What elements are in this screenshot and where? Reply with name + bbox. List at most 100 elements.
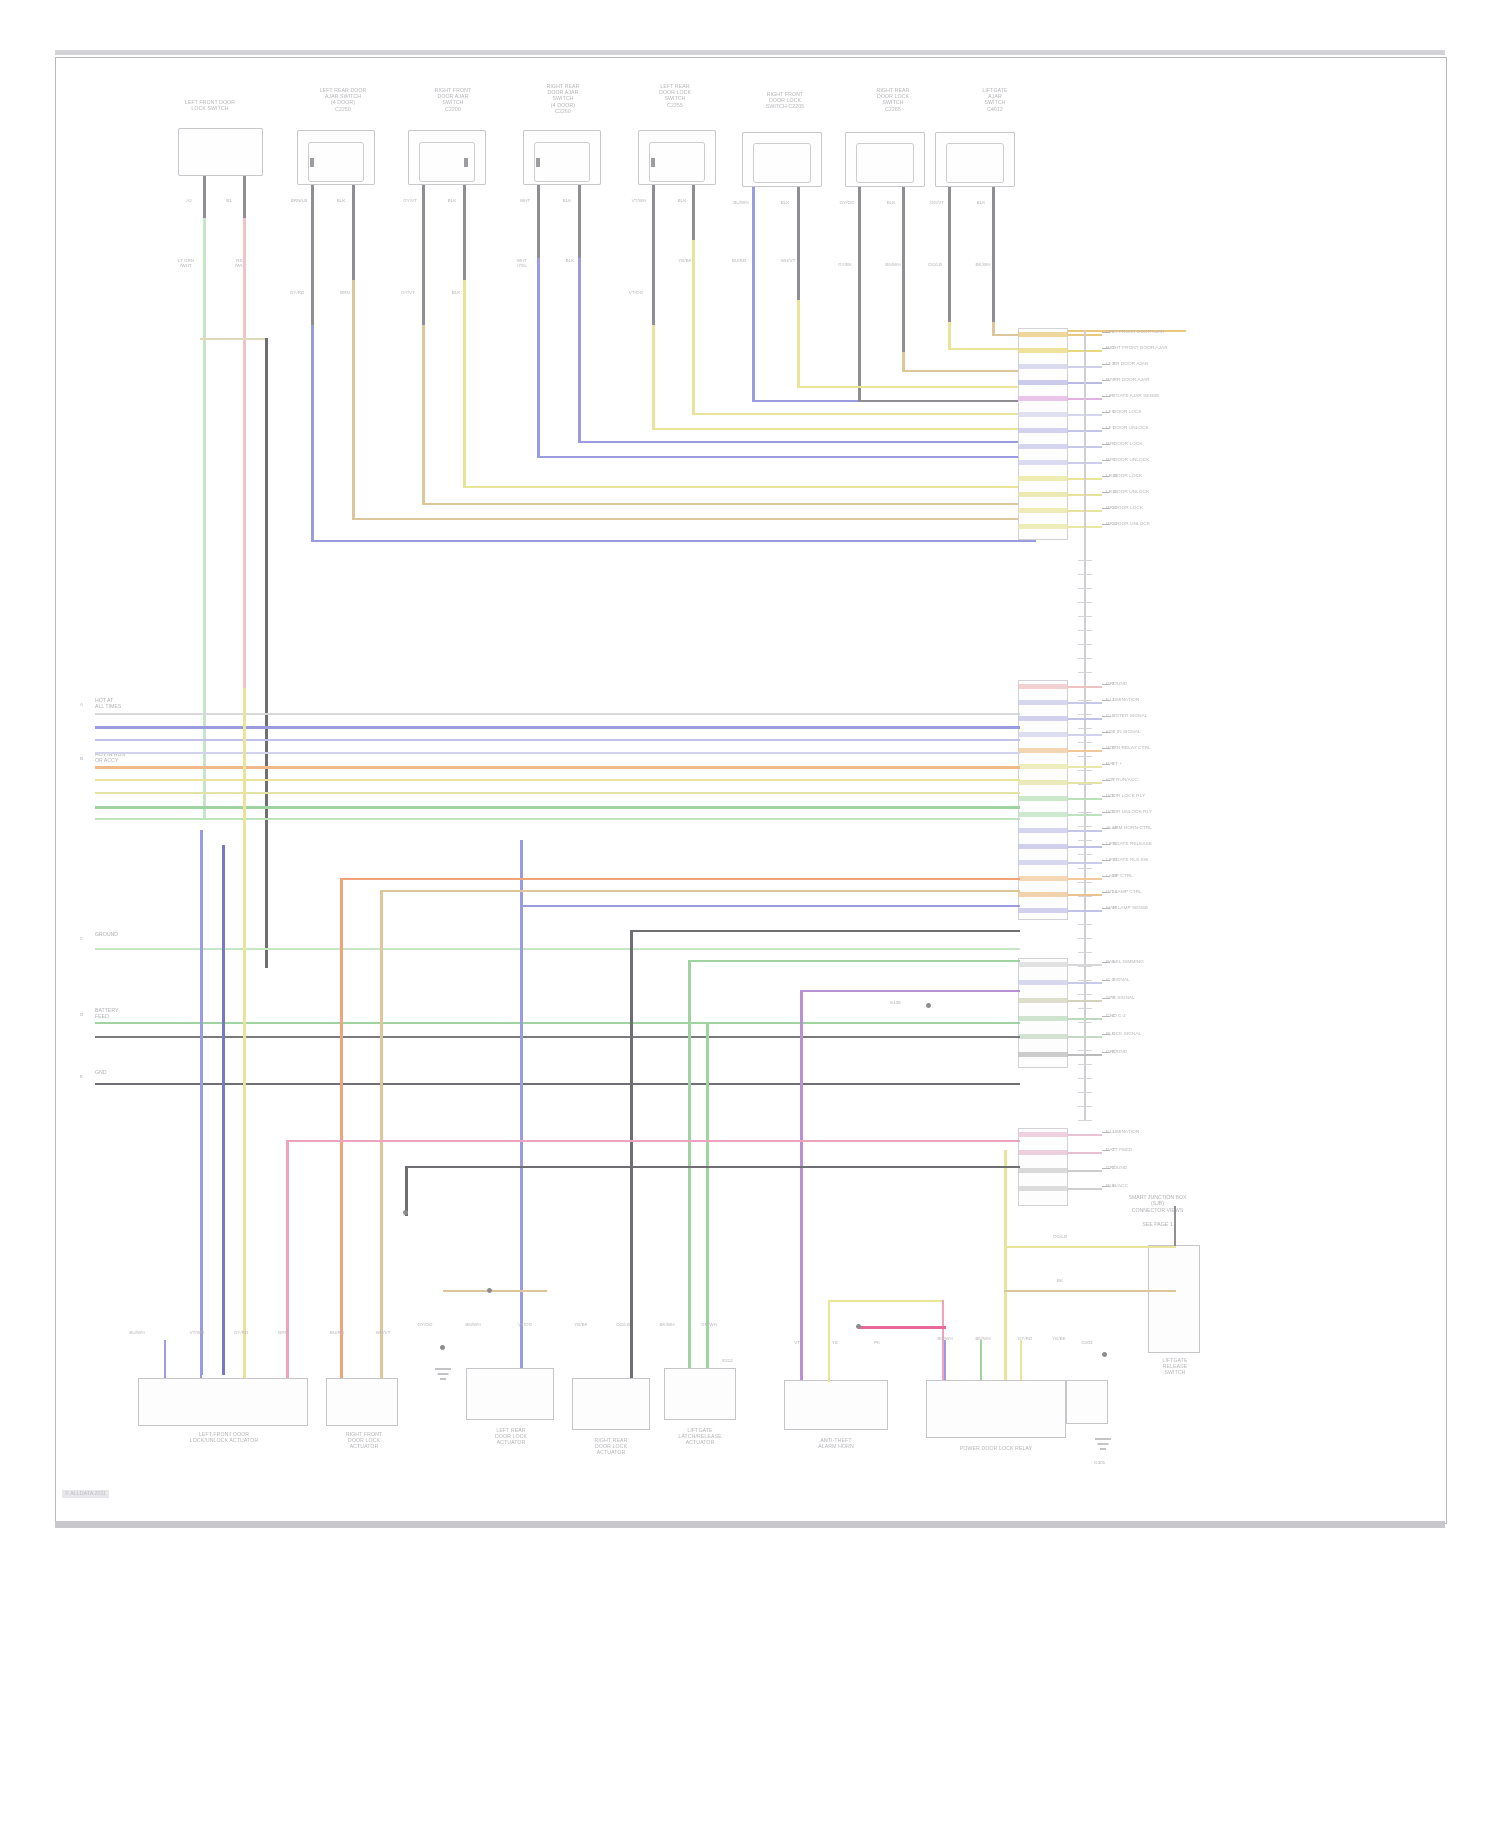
pin-label-c5-b: BLK <box>677 198 687 203</box>
pin-function-label: RF DOOR LOCK <box>1106 442 1143 447</box>
pin-label-c3-a: GY/VT <box>403 198 417 203</box>
pin-number: 13 <box>1112 522 1118 527</box>
pin-number: 3 <box>1112 362 1115 367</box>
page-top-strip <box>55 50 1445 55</box>
pin-function-label: BLOCK SIGNAL <box>1106 1032 1142 1037</box>
pin-function-label: GND C-2 <box>1106 1014 1126 1019</box>
pin-tick <box>1102 1149 1110 1152</box>
wire-c6-a <box>752 187 755 402</box>
riser-3 <box>243 688 246 1378</box>
pin-number: 13 <box>1112 874 1118 879</box>
pin-function-label: ILLUMINATION <box>1106 1130 1140 1135</box>
bottom-module-2[interactable] <box>326 1378 398 1426</box>
pin-band <box>1018 380 1068 385</box>
left-source-label: GND <box>95 1070 107 1076</box>
pin-function-label: SPD SIGNAL <box>1106 996 1135 1001</box>
connector-c1 <box>178 128 263 176</box>
bottom-module-4-pin-a: YE/BK <box>574 1322 588 1327</box>
right-module-label: LIFTGATE RELEASE SWITCH <box>1162 1358 1188 1377</box>
bottom-module-1[interactable] <box>138 1378 308 1426</box>
pin-number: 1 <box>1112 1130 1115 1135</box>
pin-lead <box>1068 685 1102 688</box>
pin-label-c2-d: BRN <box>340 290 350 295</box>
bottom-module-7-pin-c: GY/RD <box>1017 1336 1033 1341</box>
bottom-module-3[interactable] <box>466 1368 554 1420</box>
pin-number: 12 <box>1112 858 1118 863</box>
bottom-module-5[interactable] <box>664 1368 736 1420</box>
run-c3-b-h <box>463 486 1036 489</box>
sjb-connector-d[interactable] <box>1018 1128 1068 1206</box>
bus-11 <box>95 1022 1020 1025</box>
pin-number: 1 <box>1112 330 1115 335</box>
pin-tick <box>1102 699 1110 702</box>
bottom-module-1-label: LEFT FRONT DOOR LOCK/UNLOCK ACTUATOR <box>189 1432 259 1445</box>
pin-tick <box>1102 779 1110 782</box>
bus-1 <box>95 713 1020 716</box>
pin-function-label: IGN RUN/ACC <box>1106 778 1138 783</box>
pin-lead <box>1068 1017 1102 1020</box>
pin-label-c1-a: A2 <box>186 198 192 203</box>
pin-label-c8-d: BK/WH <box>975 262 991 267</box>
pin-lead <box>1068 813 1102 816</box>
pin-number: 11 <box>1112 842 1117 847</box>
pin-band <box>1018 444 1068 449</box>
bottom-module-5-pin-a: BK/WH <box>659 1322 675 1327</box>
pin-function-label: BATT + <box>1106 762 1122 767</box>
pin-tick <box>1102 961 1110 964</box>
far-right-box[interactable] <box>1066 1380 1108 1424</box>
run-c2-a-h <box>311 540 1036 543</box>
run-c8-a <box>948 322 951 350</box>
pin-number: 6 <box>1112 1050 1115 1055</box>
sjb-connector-c[interactable] <box>1018 958 1068 1068</box>
pin-band <box>1018 780 1068 785</box>
run-c8-b <box>992 322 995 336</box>
pin-function-label: MAP LAMP SENSE <box>1106 906 1149 911</box>
bottom-module-6-pin-a: VT <box>794 1340 800 1345</box>
jog-dark <box>405 1166 1020 1169</box>
pin-function-label: PANEL DIMMING <box>1106 960 1144 965</box>
pin-band <box>1018 508 1068 513</box>
pin-label-c4-a: WHT <box>519 198 531 203</box>
pin-tick <box>1102 875 1110 878</box>
pin-band <box>1018 1016 1068 1021</box>
bottom-module-6[interactable] <box>784 1380 888 1430</box>
pin-number: 2 <box>1112 1148 1115 1153</box>
pin-band <box>1018 908 1068 913</box>
left-source-index: D <box>80 1012 84 1017</box>
left-source-index: A <box>80 702 84 707</box>
wire-c7-a <box>858 187 861 402</box>
sjb-connector-a[interactable] <box>1018 328 1068 540</box>
pin-tick <box>1102 1051 1110 1054</box>
pin-function-label: LF DOOR LOCK <box>1106 410 1142 415</box>
pin-number: 6 <box>1112 410 1115 415</box>
pin-function-label: HORN RELAY CTRL <box>1106 746 1151 751</box>
bottom-module-2-label: RIGHT FRONT DOOR LOCK ACTUATOR <box>345 1432 383 1451</box>
bus-9 <box>95 818 1020 821</box>
pin-function-label: LIFTGATE RELEASE <box>1106 842 1153 847</box>
jog-4 <box>286 1140 1020 1143</box>
pin-function-label: INT LAMP CTRL <box>1106 890 1142 895</box>
pin-band <box>1018 476 1068 481</box>
pin-number: 7 <box>1112 778 1115 783</box>
wire-c2-a <box>311 185 314 325</box>
pin-lead <box>1068 749 1102 752</box>
bottom-module-7[interactable] <box>926 1380 1066 1438</box>
pin-lead <box>1068 1035 1102 1038</box>
bus-6 <box>95 779 1020 782</box>
wire-c5-a <box>652 185 655 325</box>
stub-9 <box>688 1340 691 1368</box>
bottom-module-2-pin-b: WH/VT <box>375 1330 391 1335</box>
pin-band <box>1018 1150 1068 1155</box>
connector-c4 <box>523 130 601 185</box>
pin-number: 9 <box>1112 810 1115 815</box>
right-module-box[interactable] <box>1148 1245 1200 1353</box>
run-c8-b-h <box>992 334 1036 337</box>
pin-band <box>1018 492 1068 497</box>
pin-tick <box>1102 1185 1110 1188</box>
pin-function-label: KEY IN SIGNAL <box>1106 730 1141 735</box>
pin-lead <box>1068 963 1102 966</box>
pin-tick <box>1102 1015 1110 1018</box>
bottom-module-4[interactable] <box>572 1378 650 1430</box>
riser-6 <box>380 890 383 1380</box>
pin-function-label: LAMP CTRL <box>1106 874 1133 879</box>
